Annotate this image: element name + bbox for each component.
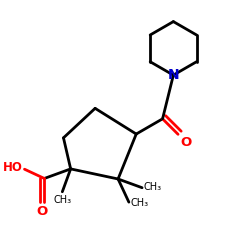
Text: CH₃: CH₃: [130, 198, 148, 208]
Text: O: O: [180, 136, 192, 149]
Text: O: O: [37, 204, 48, 218]
Text: CH₃: CH₃: [143, 182, 162, 192]
Text: CH₃: CH₃: [53, 196, 72, 205]
Text: N: N: [168, 68, 179, 82]
Text: HO: HO: [3, 162, 22, 174]
